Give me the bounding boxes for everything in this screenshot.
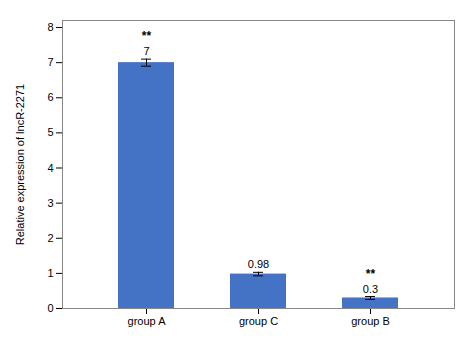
svg-text:8: 8	[47, 21, 53, 33]
svg-text:5: 5	[47, 126, 53, 138]
svg-text:**: **	[366, 267, 376, 281]
svg-text:1: 1	[47, 267, 53, 279]
svg-text:group C: group C	[239, 315, 278, 327]
svg-text:7: 7	[143, 45, 149, 57]
svg-text:6: 6	[47, 91, 53, 103]
svg-text:**: **	[142, 29, 152, 43]
svg-text:Relative expression of lncR-22: Relative expression of lncR-2271	[14, 84, 26, 245]
svg-text:group A: group A	[128, 315, 167, 327]
svg-text:2: 2	[47, 232, 53, 244]
svg-text:3: 3	[47, 197, 53, 209]
svg-text:group B: group B	[351, 315, 390, 327]
svg-text:4: 4	[47, 162, 53, 174]
svg-text:0: 0	[47, 302, 53, 314]
svg-text:0.3: 0.3	[363, 283, 378, 295]
svg-text:0.98: 0.98	[248, 258, 269, 270]
svg-text:7: 7	[47, 56, 53, 68]
